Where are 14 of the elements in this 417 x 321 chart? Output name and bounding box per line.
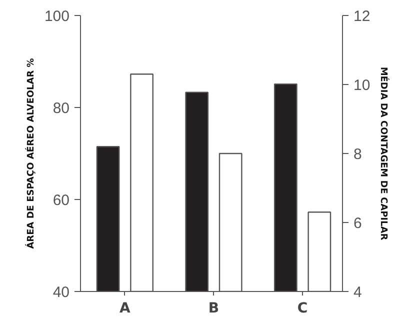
y2-tick-label: 6 <box>354 215 362 232</box>
y-tick-label: 40 <box>52 284 70 301</box>
y-tick-label: 60 <box>52 192 70 209</box>
y-axis-title: ÁREA DE ESPAÇO AÉREO ALVEOLAR % <box>24 58 36 249</box>
x-tick-label: C <box>297 300 308 316</box>
y2-axis-title: MÉDIA DA CONTAGEM DE CAPILAR <box>378 66 390 240</box>
y-tick-label: 100 <box>44 8 70 25</box>
y2-tick-label: 4 <box>354 284 362 301</box>
x-tick-label: B <box>208 300 220 316</box>
y2-tick-label: 8 <box>354 146 362 163</box>
y2-tick-label: 10 <box>354 77 370 94</box>
x-tick-label: A <box>119 300 130 316</box>
y2-tick-label: 12 <box>354 8 370 25</box>
y-tick-label: 80 <box>52 100 70 117</box>
